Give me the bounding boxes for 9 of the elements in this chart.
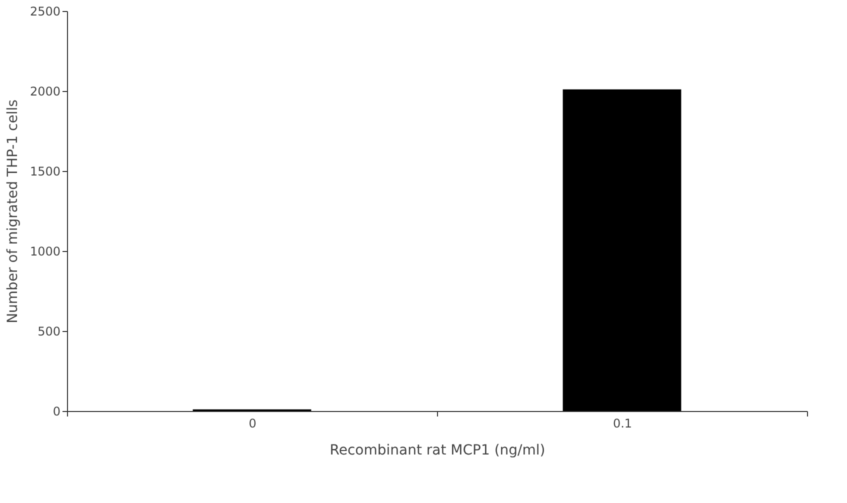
y-tick-label: 1500: [30, 164, 60, 178]
x-axis-title: Recombinant rat MCP1 (ng/ml): [330, 442, 546, 458]
y-tick-label: 1000: [30, 244, 60, 258]
y-tick-label: 0: [52, 404, 60, 418]
x-tick-label: 0.1: [612, 416, 632, 430]
y-tick-label: 2000: [30, 84, 60, 98]
y-axis-title: Number of migrated THP-1 cells: [4, 100, 21, 324]
y-tick-label: 500: [38, 324, 60, 338]
y-tick-label: 2500: [30, 4, 60, 18]
